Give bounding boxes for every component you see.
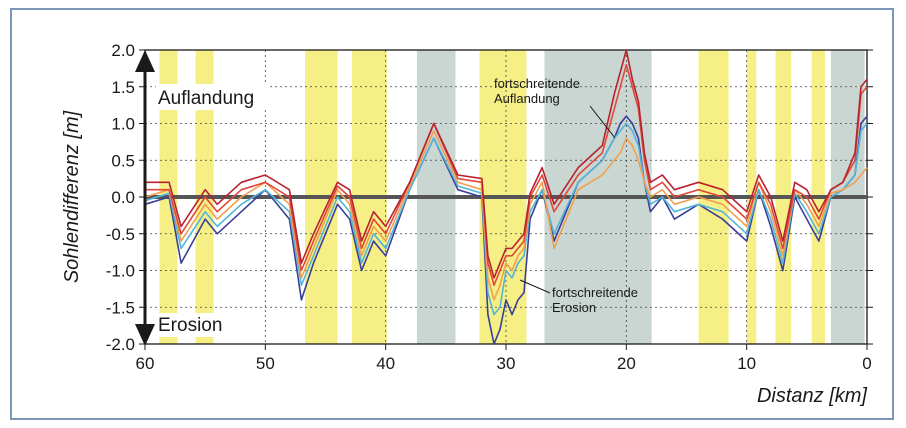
series-line-3 [145,63,868,287]
annotation-pointer-auflandung [589,105,616,139]
x-tick-label-3: 30 [497,354,516,373]
y-axis-label: Sohlendifferenz [m] [61,110,83,283]
y-tick-label-8: -2.0 [106,335,135,354]
x-axis-label: Distanz [km] [757,385,867,407]
annotation-fortschreitende-auflandung-line1: fortschreitende [494,76,580,91]
data-series [144,49,868,345]
erosion-label: Erosion [158,315,222,336]
x-tick-label-0: 60 [136,354,155,373]
series-line-2 [144,130,868,301]
y-tick-label-5: -0.5 [106,225,135,244]
x-tick-label-5: 10 [737,354,756,373]
annotation-pointer-erosion [519,279,551,294]
x-tick-label-1: 50 [256,354,275,373]
x-tick-label-2: 40 [376,354,395,373]
x-tick-label-4: 20 [617,354,636,373]
chart: 2.0 1.5 1.0 0.5 0.0 -0.5 -1.0 -1.5 -2.0 60 50 40 30… [61,41,873,407]
series-line-4 [145,49,868,279]
y-tick-label-6: -1.0 [106,262,135,281]
erosion-label-bg [156,313,232,337]
direction-arrow [135,50,155,346]
y-tick-label-2: 1.0 [111,115,135,134]
y-tick-label-7: -1.5 [106,298,135,317]
figure-frame: 2.0 1.5 1.0 0.5 0.0 -0.5 -1.0 -1.5 -2.0 60 50 40 30… [10,8,894,420]
annotation-fortschreitende-erosion-line2: Erosion [552,300,596,315]
y-tick-label-3: 0.5 [111,151,135,170]
y-tick-label-0: 2.0 [111,41,135,60]
auflandung-label-bg [156,84,268,110]
auflandung-label: Auflandung [158,88,254,109]
annotation-fortschreitende-auflandung-line2: Auflandung [494,91,560,106]
y-tick-label-1: 1.5 [111,78,135,97]
y-tick-labels: 2.0 1.5 1.0 0.5 0.0 -0.5 -1.0 -1.5 -2.0 [106,41,873,354]
x-tick-labels: 60 50 40 30 20 10 0 [136,344,872,373]
annotation-fortschreitende-erosion-line1: fortschreitende [552,285,638,300]
y-tick-label-4: 0.0 [111,188,135,207]
series-line-1 [144,122,868,316]
x-tick-label-6: 0 [862,354,871,373]
series-line-0 [144,115,868,345]
